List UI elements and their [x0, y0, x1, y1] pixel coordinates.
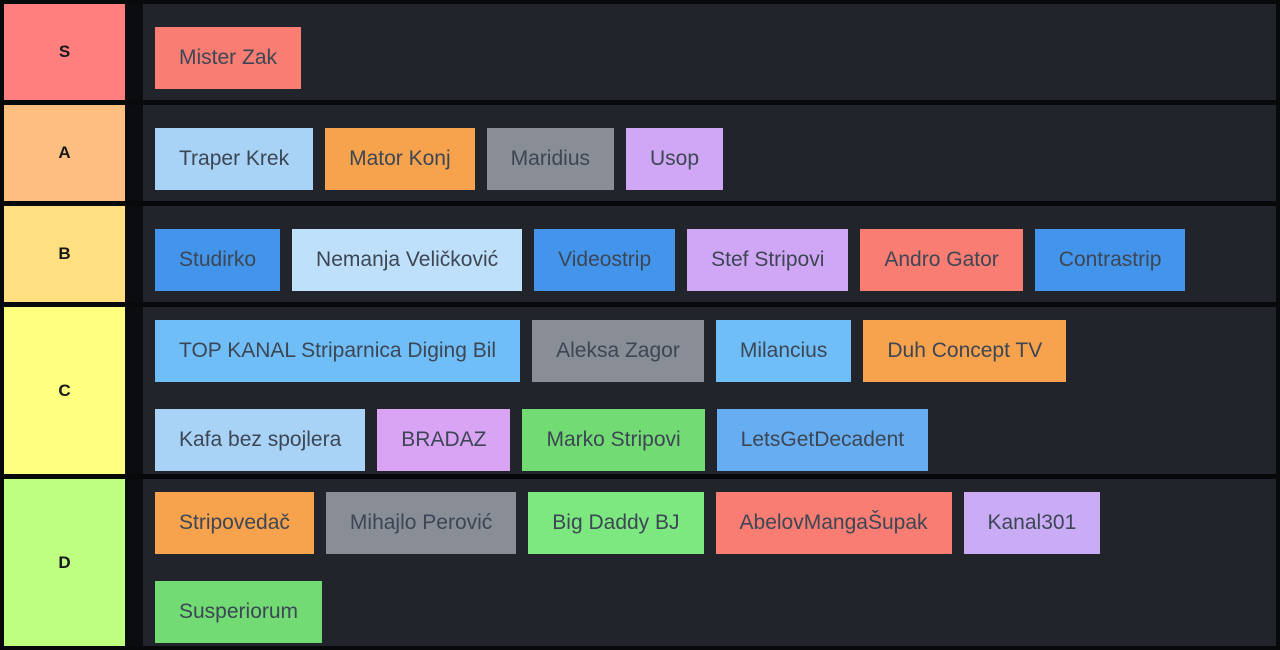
- tier-item-aleksa-zagor[interactable]: Aleksa Zagor: [532, 320, 704, 382]
- tier-row-d: D Stripovedač Mihajlo Perović Big Daddy …: [4, 479, 1276, 646]
- tier-label-text-s: S: [58, 42, 71, 61]
- tier-label-d: D: [4, 479, 143, 646]
- tier-item-nemanja-velickovic[interactable]: Nemanja Veličković: [292, 229, 523, 291]
- tier-items-a: Traper Krek Mator Konj Maridius Usop: [143, 105, 1276, 201]
- tier-item-bradaz[interactable]: BRADAZ: [377, 409, 511, 471]
- tier-item-milancius[interactable]: Milancius: [715, 320, 852, 382]
- tier-item-andro-gator[interactable]: Andro Gator: [860, 229, 1023, 291]
- tier-items-s: Mister Zak: [143, 4, 1276, 100]
- tier-item-traper-krek[interactable]: Traper Krek: [155, 128, 314, 190]
- tier-item-letsgetdecadent[interactable]: LetsGetDecadent: [716, 409, 929, 471]
- tier-label-a: A: [4, 105, 143, 201]
- tier-item-stef-stripovi[interactable]: Stef Stripovi: [687, 229, 849, 291]
- tier-label-text-d: D: [58, 552, 71, 572]
- tier-item-mister-zak[interactable]: Mister Zak: [155, 27, 302, 89]
- tier-label-text-a: A: [58, 143, 71, 162]
- tier-s-line-1: Mister Zak: [155, 27, 1264, 89]
- tier-item-top-kanal-striparnica-diging-bil[interactable]: TOP KANAL Striparnica Diging Bil: [155, 320, 521, 382]
- tier-item-usop[interactable]: Usop: [626, 128, 724, 190]
- tier-row-a: A Traper Krek Mator Konj Maridius Usop: [4, 105, 1276, 201]
- tier-a-line-1: Traper Krek Mator Konj Maridius Usop: [155, 128, 1264, 190]
- tier-row-s: S Mister Zak: [4, 4, 1276, 100]
- tier-item-maridius[interactable]: Maridius: [486, 128, 614, 190]
- tier-item-videostrip[interactable]: Videostrip: [534, 229, 676, 291]
- tier-item-kafa-bez-spojlera[interactable]: Kafa bez spojlera: [155, 409, 366, 471]
- tier-item-susperiorum[interactable]: Susperiorum: [155, 581, 323, 643]
- tier-d-line-2: Susperiorum: [155, 581, 1264, 643]
- tier-item-studirko[interactable]: Studirko: [155, 229, 281, 291]
- tier-item-marko-stripovi[interactable]: Marko Stripovi: [522, 409, 705, 471]
- tier-label-s: S: [4, 4, 143, 100]
- tier-c-line-2: Kafa bez spojlera BRADAZ Marko Stripovi …: [155, 409, 1264, 471]
- tier-items-b: Studirko Nemanja Veličković Videostrip S…: [143, 206, 1276, 302]
- tier-items-d: Stripovedač Mihajlo Perović Big Daddy BJ…: [143, 479, 1276, 646]
- tier-items-c: TOP KANAL Striparnica Diging Bil Aleksa …: [143, 307, 1276, 474]
- tier-item-mator-konj[interactable]: Mator Konj: [325, 128, 475, 190]
- tier-b-line-1: Studirko Nemanja Veličković Videostrip S…: [155, 229, 1264, 291]
- tier-label-text-c: C: [58, 380, 71, 400]
- tier-d-line-1: Stripovedač Mihajlo Perović Big Daddy BJ…: [155, 492, 1264, 554]
- tier-row-b: B Studirko Nemanja Veličković Videostrip…: [4, 206, 1276, 302]
- tier-item-big-daddy-bj[interactable]: Big Daddy BJ: [528, 492, 704, 554]
- tier-c-line-1: TOP KANAL Striparnica Diging Bil Aleksa …: [155, 320, 1264, 382]
- tier-label-b: B: [4, 206, 143, 302]
- tier-label-text-b: B: [58, 244, 71, 263]
- tier-row-c: C TOP KANAL Striparnica Diging Bil Aleks…: [4, 307, 1276, 474]
- tier-item-kanal301[interactable]: Kanal301: [963, 492, 1101, 554]
- tier-item-stripovedac[interactable]: Stripovedač: [155, 492, 314, 554]
- tier-item-abelovmangasupak[interactable]: AbelovMangaŠupak: [715, 492, 952, 554]
- tier-label-c: C: [4, 307, 143, 474]
- tier-item-mihajlo-perovic[interactable]: Mihajlo Perović: [325, 492, 517, 554]
- tier-item-duh-concept-tv[interactable]: Duh Concept TV: [863, 320, 1067, 382]
- tier-item-contrastrip[interactable]: Contrastrip: [1034, 229, 1186, 291]
